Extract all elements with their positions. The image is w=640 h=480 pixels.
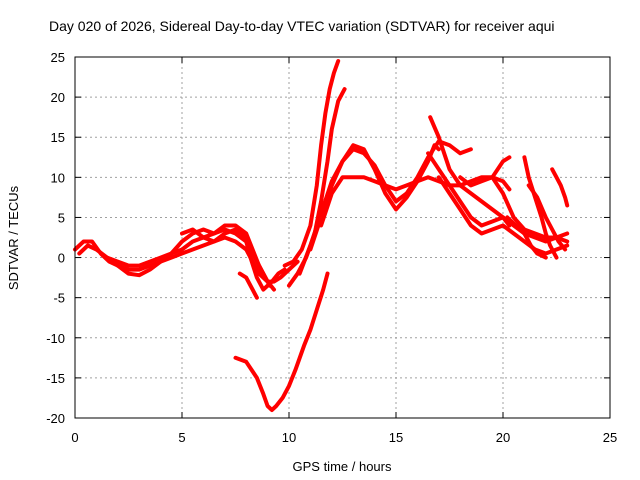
- y-tick-label: 25: [51, 50, 65, 65]
- satellite-track-14: [436, 175, 570, 256]
- y-tick-label: 5: [58, 210, 65, 225]
- x-axis-label: GPS time / hours: [293, 459, 392, 474]
- satellite-track-18: [522, 155, 559, 260]
- satellite-track-12: [428, 115, 512, 228]
- satellite-track-4: [180, 227, 287, 292]
- y-tick-label: -15: [46, 371, 65, 386]
- x-tick-label: 10: [282, 430, 296, 445]
- y-tick-label: -20: [46, 411, 65, 426]
- satellite-track-10: [308, 139, 473, 252]
- axis-ticks: 0 5 10 15 20 25 -20 -15 -10 -5 0 5 10 15 20 25: [46, 50, 617, 445]
- x-tick-label: 20: [496, 430, 510, 445]
- satellite-track-13: [426, 151, 570, 244]
- y-tick-label: -5: [53, 291, 65, 306]
- grid-lines: [75, 57, 610, 418]
- x-tick-label: 25: [603, 430, 617, 445]
- satellite-track-7: [282, 59, 341, 268]
- y-tick-label: -10: [46, 331, 65, 346]
- satellite-track-15: [458, 175, 570, 240]
- chart-title: Day 020 of 2026, Sidereal Day-to-day VTE…: [49, 18, 555, 34]
- satellite-track-11: [319, 175, 512, 228]
- y-tick-label: 20: [51, 90, 65, 105]
- x-tick-label: 5: [178, 430, 185, 445]
- x-tick-label: 15: [389, 430, 403, 445]
- y-tick-label: 0: [58, 251, 65, 266]
- plot-frame: [74, 56, 611, 419]
- data-series-group: [73, 59, 570, 412]
- satellite-track-6: [233, 271, 330, 412]
- satellite-track-19: [526, 183, 568, 252]
- y-tick-label: 10: [51, 170, 65, 185]
- y-axis-label: SDTVAR / TECUs: [6, 185, 21, 290]
- y-tick-label: 15: [51, 130, 65, 145]
- satellite-track-17: [505, 215, 548, 260]
- satellite-track-20: [550, 167, 570, 208]
- satellite-track-5: [237, 271, 259, 300]
- satellite-track-16: [490, 155, 512, 180]
- x-tick-label: 0: [71, 430, 78, 445]
